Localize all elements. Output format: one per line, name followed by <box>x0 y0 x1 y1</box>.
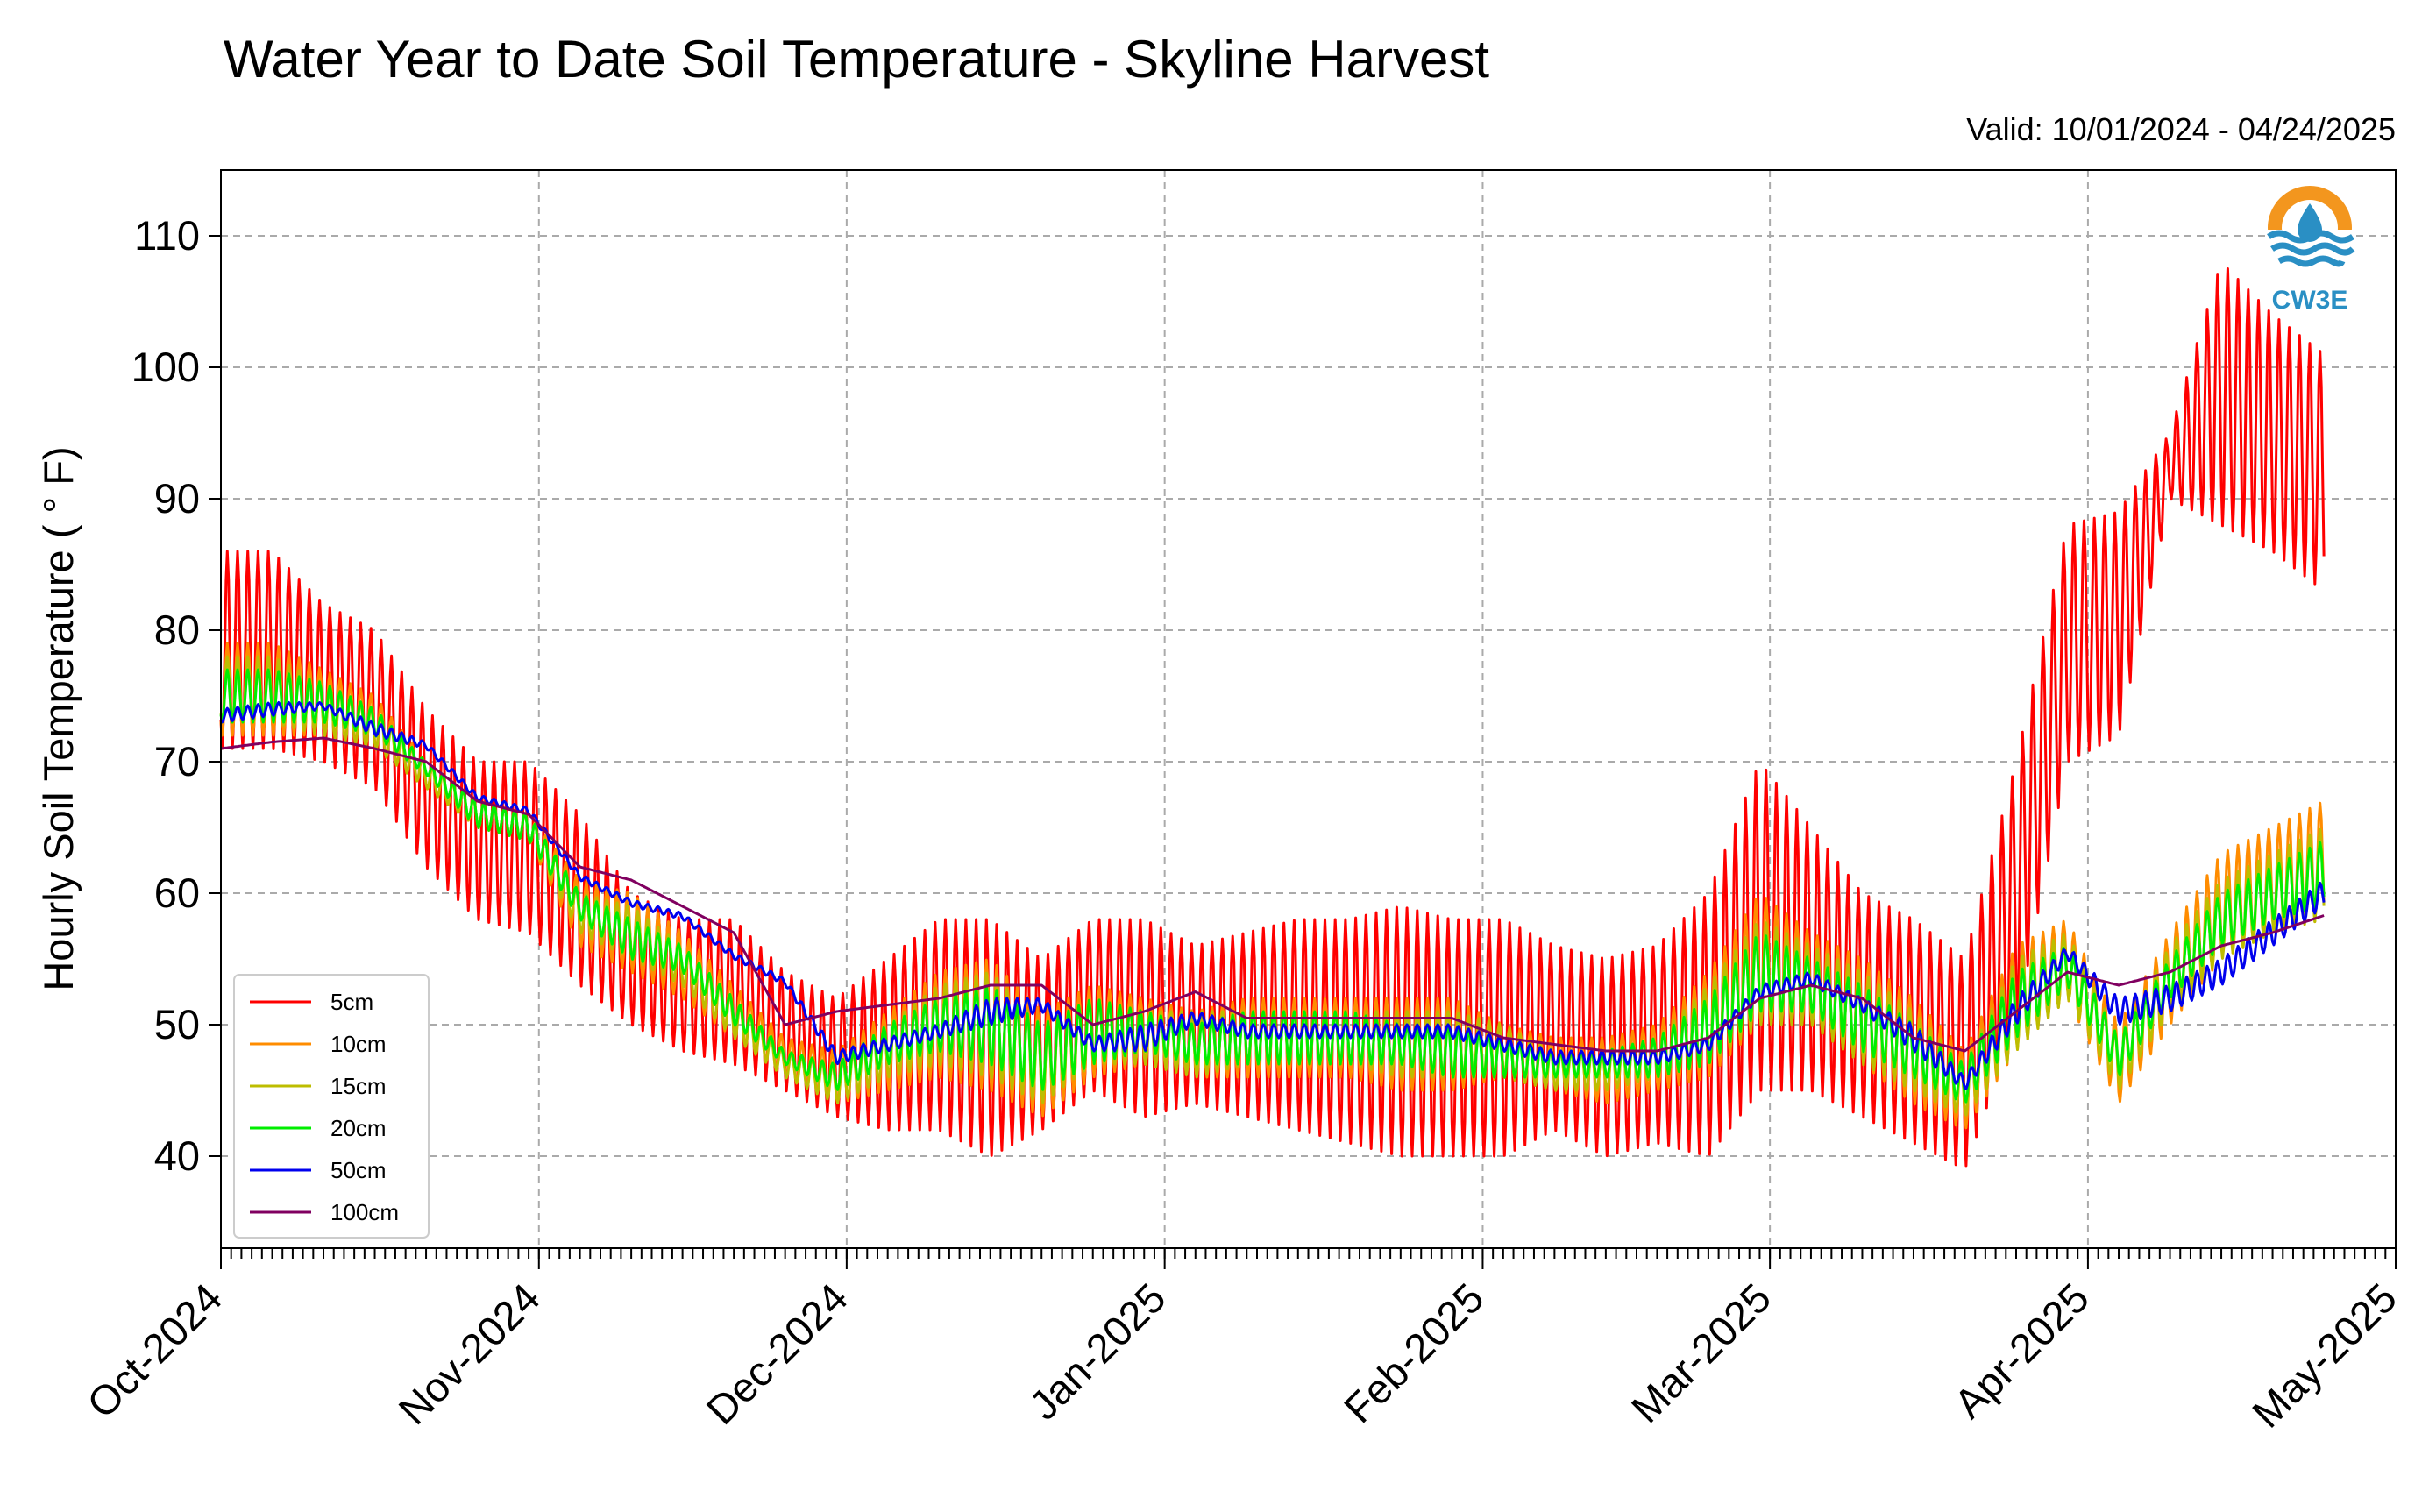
cw3e-logo: CW3E <box>2266 186 2355 315</box>
x-tick-label: Mar-2025 <box>1622 1274 1779 1432</box>
y-tick-label: 70 <box>154 738 200 784</box>
y-tick-label: 90 <box>154 475 200 522</box>
legend-box <box>233 974 430 1239</box>
legend-label-10cm: 10cm <box>330 1031 387 1057</box>
x-tick-label: Oct-2024 <box>78 1274 231 1427</box>
chart-subtitle: Valid: 10/01/2024 - 04/24/2025 <box>1966 111 2396 147</box>
series-line-5cm <box>219 267 2326 1168</box>
y-tick-label: 80 <box>154 607 200 653</box>
legend-label-5cm: 5cm <box>330 989 373 1015</box>
y-tick-label: 60 <box>154 870 200 916</box>
x-tick-label: Dec-2024 <box>697 1274 856 1434</box>
x-tick-label: May-2025 <box>2243 1274 2405 1437</box>
chart-title: Water Year to Date Soil Temperature - Sk… <box>224 30 1489 89</box>
y-tick-label: 100 <box>131 344 200 390</box>
legend-label-50cm: 50cm <box>330 1157 387 1183</box>
series-line-100cm <box>220 736 2325 1053</box>
series-line-20cm <box>219 668 2326 1104</box>
x-axis: Oct-2024 Nov-2024 Dec-2024 Jan-2025 Feb-2025… <box>78 1248 2405 1437</box>
legend-label-15cm: 15cm <box>330 1073 387 1099</box>
legend-label-100cm: 100cm <box>330 1199 399 1225</box>
legend-label-20cm: 20cm <box>330 1115 387 1141</box>
drop-icon <box>2298 203 2322 242</box>
y-axis-label: Hourly Soil Temperature ( ° F) <box>35 446 82 990</box>
logo-text: CW3E <box>2272 286 2348 315</box>
x-tick-label: Jan-2025 <box>1020 1274 1175 1429</box>
y-tick-label: 110 <box>134 212 200 259</box>
x-tick-label: Feb-2025 <box>1335 1274 1493 1432</box>
series-layer <box>219 267 2326 1168</box>
legend: 5cm 10cm 15cm 20cm 50cm 100cm <box>233 974 430 1239</box>
x-tick-label: Nov-2024 <box>389 1274 549 1434</box>
y-tick-label: 40 <box>154 1132 200 1179</box>
y-axis: 40 50 60 70 80 90 100 110 <box>131 212 221 1179</box>
series-line-50cm <box>219 701 2326 1090</box>
y-tick-label: 50 <box>154 1001 200 1047</box>
x-tick-label: Apr-2025 <box>1945 1274 2098 1427</box>
